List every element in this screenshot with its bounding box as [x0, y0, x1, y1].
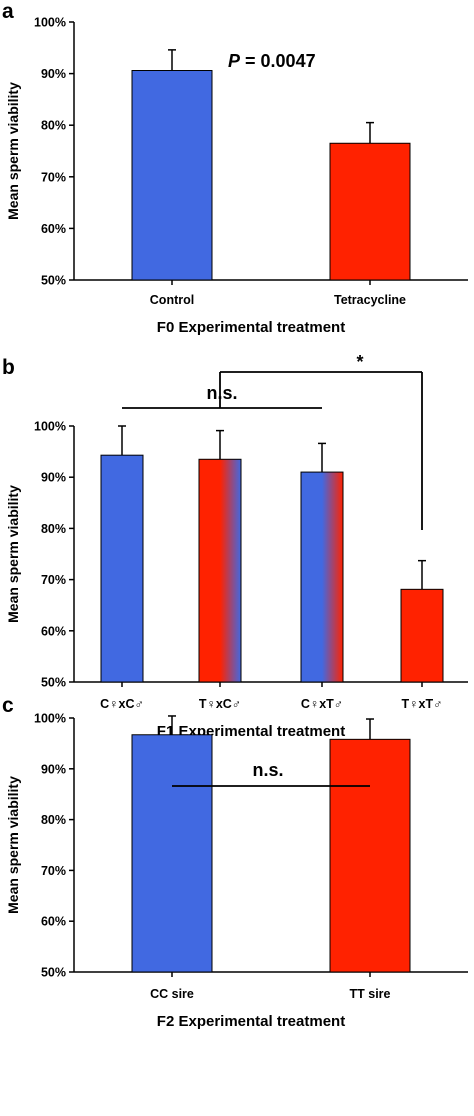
- y-axis-title: Mean sperm viability: [5, 82, 21, 220]
- bar: [329, 738, 411, 973]
- y-tick-label: 50%: [41, 274, 66, 288]
- y-tick-label: 70%: [41, 573, 66, 587]
- y-tick-label: 100%: [34, 712, 66, 726]
- category-label: T♀xC♂: [199, 697, 241, 711]
- panel-b: b 50% 60% 70% 80% 90% 100% C♀xC♂ T♀xC♂ C♀xT♂ T♀xT♂…: [2, 352, 468, 740]
- y-tick-label: 70%: [41, 170, 66, 184]
- y-tick-label: 70%: [41, 864, 66, 878]
- panel-letter: a: [2, 0, 14, 23]
- y-tick-label: 50%: [41, 966, 66, 980]
- significance-label: *: [356, 352, 363, 372]
- panel-c: c 50% 60% 70% 80% 90% 100% CC sire TT sire F2 Exp…: [2, 694, 468, 1030]
- y-tick-label: 90%: [41, 67, 66, 81]
- y-tick-label: 100%: [34, 16, 66, 30]
- bar: [100, 454, 144, 683]
- y-tick-label: 90%: [41, 762, 66, 776]
- x-axis-title: F2 Experimental treatment: [157, 1013, 345, 1030]
- y-axis-title: Mean sperm viability: [5, 485, 21, 623]
- p-symbol: P: [228, 51, 241, 71]
- y-tick-label: 60%: [41, 915, 66, 929]
- bar: [300, 471, 344, 683]
- panel-a: a 50% 60% 70% 80% 90% 100% Control Tetracycline F…: [2, 0, 468, 336]
- y-tick-label: 80%: [41, 813, 66, 827]
- panel-letter: b: [2, 356, 15, 379]
- category-label: Tetracycline: [334, 293, 406, 307]
- bar: [131, 70, 213, 281]
- y-tick-label: 80%: [41, 119, 66, 133]
- y-tick-label: 80%: [41, 522, 66, 536]
- significance-label: n.s.: [206, 383, 237, 403]
- y-tick-label: 50%: [41, 676, 66, 690]
- y-tick-label: 90%: [41, 471, 66, 485]
- p-value-annotation: P = 0.0047: [228, 51, 316, 71]
- bar: [198, 458, 242, 683]
- category-label: Control: [150, 293, 194, 307]
- category-label: C♀xC♂: [100, 697, 144, 711]
- significance-label: n.s.: [252, 760, 283, 780]
- y-tick-label: 60%: [41, 624, 66, 638]
- bar: [400, 588, 444, 683]
- category-label: CC sire: [150, 987, 194, 1001]
- category-label: TT sire: [350, 987, 391, 1001]
- x-axis-title: F0 Experimental treatment: [157, 319, 345, 336]
- y-tick-label: 60%: [41, 222, 66, 236]
- y-axis-title: Mean sperm viability: [5, 776, 21, 914]
- y-tick-label: 100%: [34, 420, 66, 434]
- category-label: C♀xT♂: [301, 697, 343, 711]
- category-label: T♀xT♂: [402, 697, 443, 711]
- p-value: = 0.0047: [240, 51, 316, 71]
- bar: [329, 142, 411, 281]
- bar: [131, 734, 213, 973]
- panel-letter: c: [2, 694, 14, 717]
